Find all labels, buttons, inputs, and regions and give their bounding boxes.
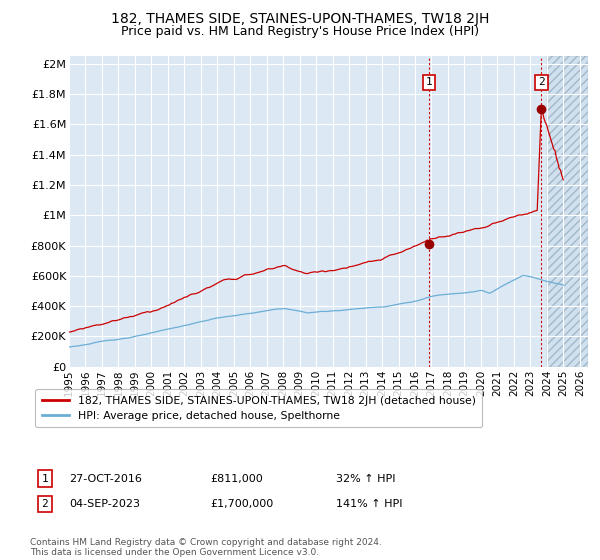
Text: 27-OCT-2016: 27-OCT-2016	[69, 474, 142, 484]
Bar	[547, 56, 588, 367]
Text: 1: 1	[41, 474, 49, 484]
Text: 2: 2	[41, 499, 49, 509]
Text: 2: 2	[538, 77, 545, 87]
Text: Contains HM Land Registry data © Crown copyright and database right 2024.
This d: Contains HM Land Registry data © Crown c…	[30, 538, 382, 557]
Text: £811,000: £811,000	[210, 474, 263, 484]
Legend: 182, THAMES SIDE, STAINES-UPON-THAMES, TW18 2JH (detached house), HPI: Average p: 182, THAMES SIDE, STAINES-UPON-THAMES, T…	[35, 389, 482, 427]
Text: 182, THAMES SIDE, STAINES-UPON-THAMES, TW18 2JH: 182, THAMES SIDE, STAINES-UPON-THAMES, T…	[111, 12, 489, 26]
Text: 141% ↑ HPI: 141% ↑ HPI	[336, 499, 403, 509]
Text: 1: 1	[425, 77, 432, 87]
Text: £1,700,000: £1,700,000	[210, 499, 273, 509]
Text: 04-SEP-2023: 04-SEP-2023	[69, 499, 140, 509]
Text: Price paid vs. HM Land Registry's House Price Index (HPI): Price paid vs. HM Land Registry's House …	[121, 25, 479, 38]
Text: 32% ↑ HPI: 32% ↑ HPI	[336, 474, 395, 484]
Bar	[547, 56, 588, 367]
